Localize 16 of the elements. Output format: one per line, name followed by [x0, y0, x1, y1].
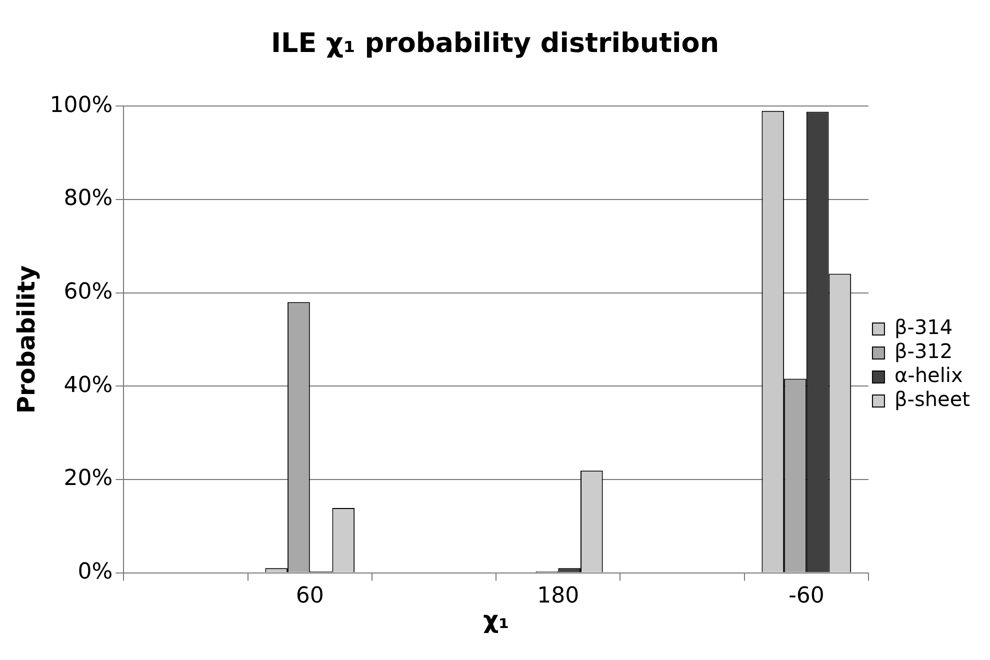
x-tick-label: 60 — [296, 584, 324, 609]
x-tick-label: -60 — [788, 584, 824, 609]
legend-label: α-helix — [894, 363, 963, 388]
y-tick-label: 0% — [78, 560, 113, 585]
y-axis-title: Probability — [12, 265, 41, 414]
y-tick-label: 100% — [50, 92, 113, 118]
y-tick-label: 20% — [64, 466, 113, 492]
y-tick-label: 60% — [64, 280, 113, 305]
y-tick-label: 80% — [64, 186, 113, 212]
x-axis-title: χ₁ — [483, 606, 510, 634]
y-tick-label: 40% — [64, 372, 113, 398]
chart-title: ILE χ₁ probability distribution — [270, 28, 720, 59]
legend-label: β-sheet — [894, 387, 970, 412]
x-tick-label: 180 — [537, 584, 580, 609]
legend-label: β-314 — [894, 315, 953, 340]
legend-label: β-312 — [894, 339, 953, 364]
